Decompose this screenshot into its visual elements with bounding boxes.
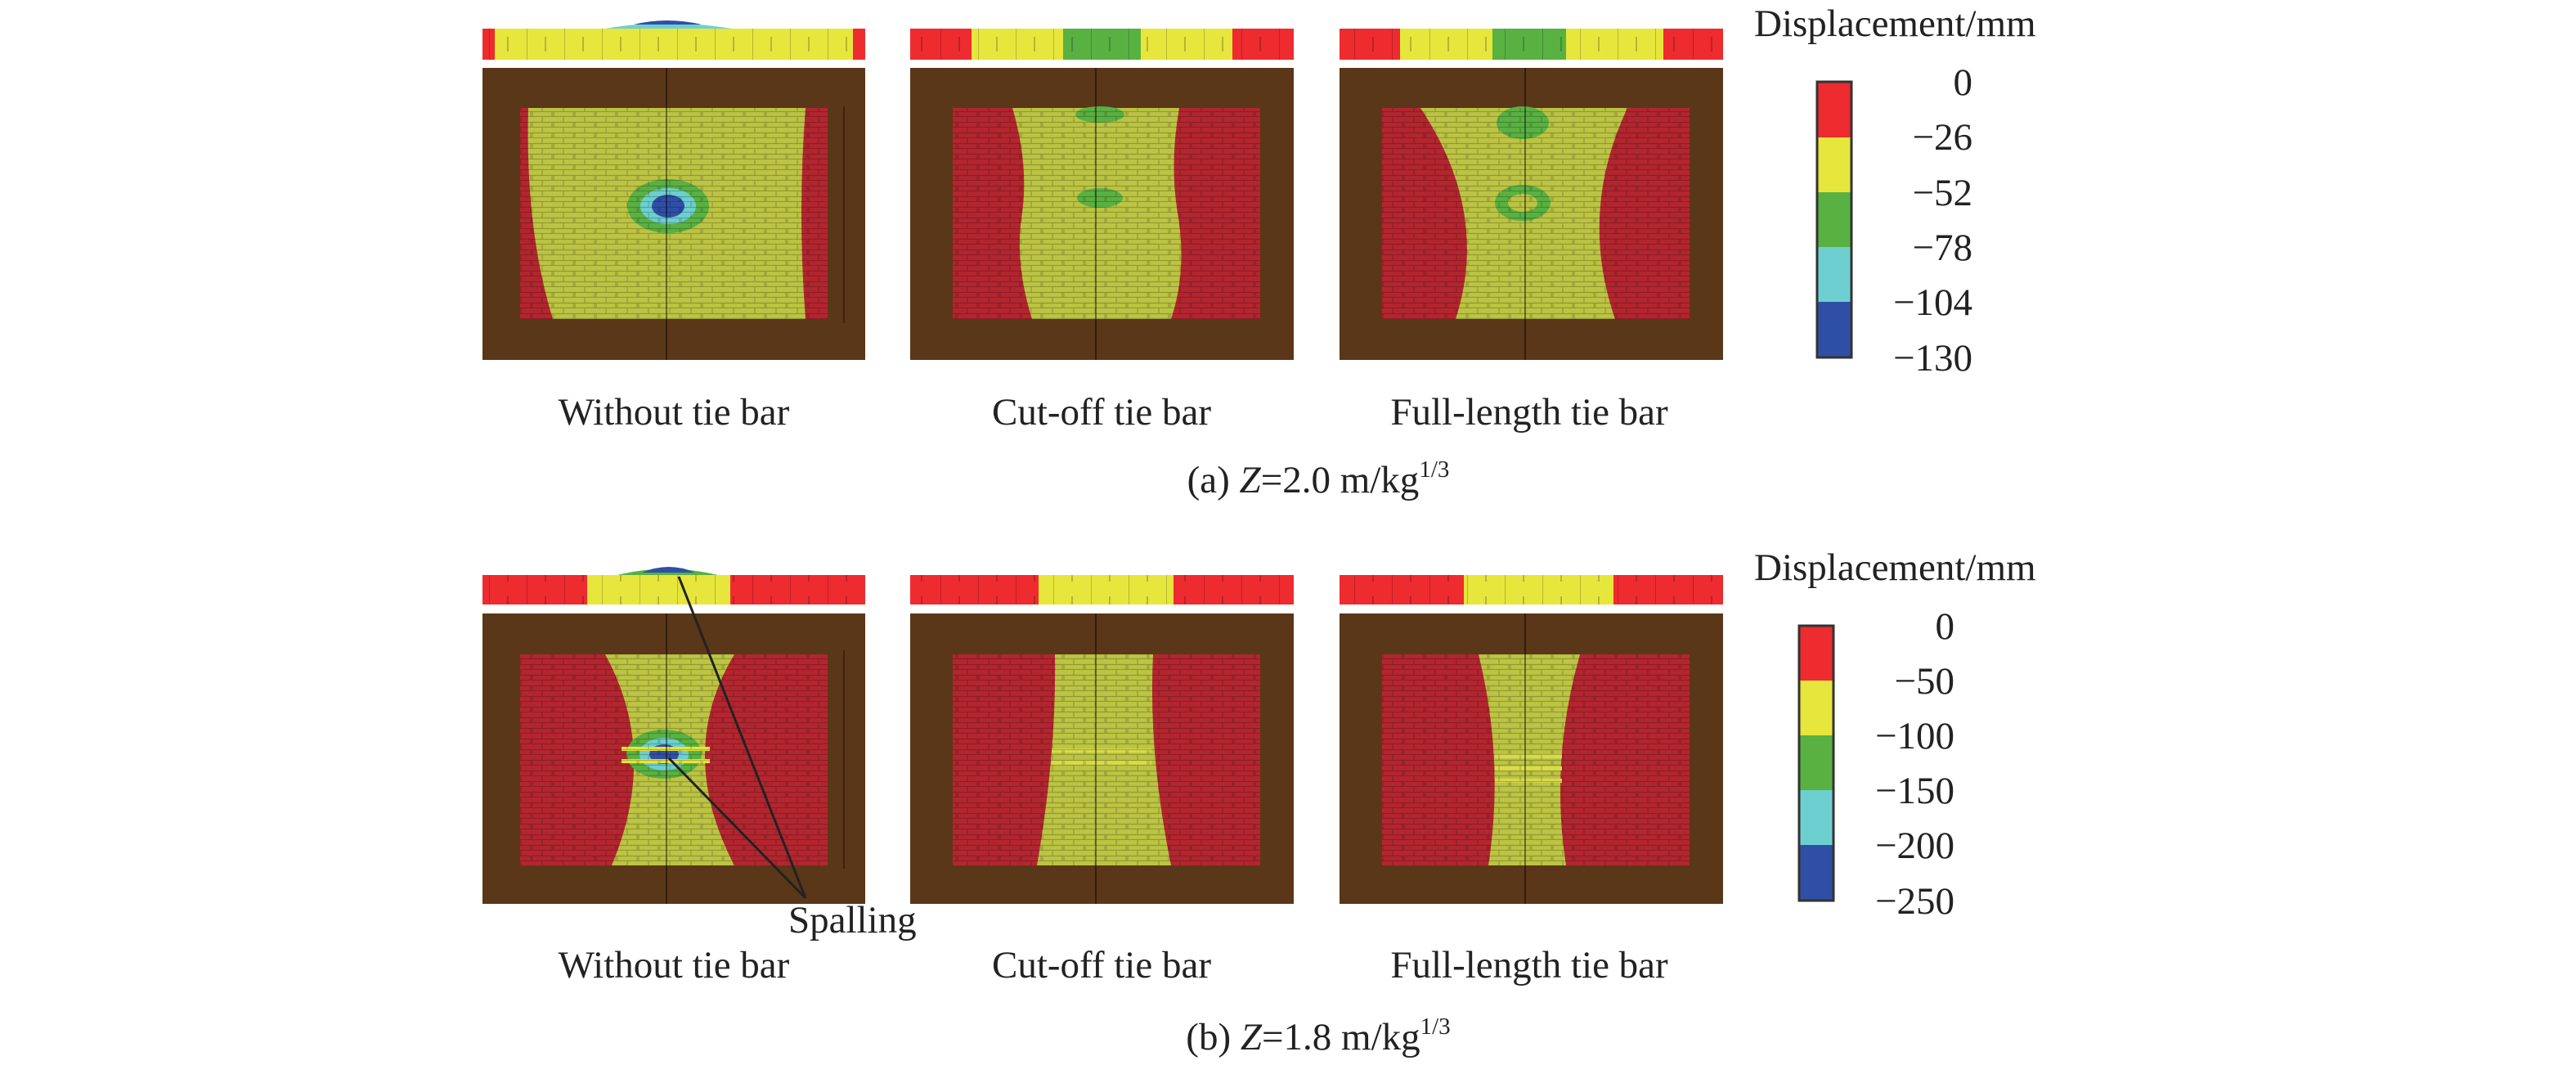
legend-tick: −104 <box>1893 281 1972 324</box>
top-view-strip <box>1340 29 1723 60</box>
top-view-strip <box>910 29 1294 60</box>
panel-b-legend: Displacement/mm 0 −50 −100 −150 −200 −25… <box>1754 546 2036 923</box>
legend-tick: −250 <box>1875 880 1954 923</box>
panel-b-caption: (b) Z=1.8 m/kg1/3 <box>1186 1013 1450 1058</box>
top-view-strip <box>1340 575 1723 604</box>
panel-b-case-without-tie-bar: Spalling Without tie bar <box>482 567 917 986</box>
front-view-wall <box>482 68 865 360</box>
legend-tick: −50 <box>1894 660 1954 703</box>
front-view-wall <box>910 68 1294 360</box>
legend-tick: −52 <box>1912 172 1972 214</box>
front-view-wall <box>910 613 1294 904</box>
colorbar <box>1815 80 1853 359</box>
front-view-wall <box>1340 613 1723 904</box>
case-label: Full-length tie bar <box>1390 944 1668 986</box>
spalling-label: Spalling <box>788 899 917 941</box>
front-view-wall <box>1340 68 1723 360</box>
panel-a-case-cut-off-tie-bar: Cut-off tie bar <box>910 29 1294 434</box>
legend-tick: −100 <box>1875 715 1954 757</box>
case-label: Without tie bar <box>559 391 790 434</box>
legend-tick: 0 <box>1936 605 1955 648</box>
legend-title: Displacement/mm <box>1754 2 2036 45</box>
panel-a-case-full-length-tie-bar: Full-length tie bar <box>1340 29 1723 434</box>
legend-tick: −150 <box>1875 770 1954 812</box>
legend-tick: −78 <box>1912 227 1972 269</box>
case-label: Without tie bar <box>559 944 790 986</box>
case-label: Full-length tie bar <box>1390 391 1668 434</box>
panel-a-case-without-tie-bar: Without tie bar <box>482 20 865 434</box>
panel-b: Spalling Without tie bar Cut-off tie bar <box>482 546 2036 1058</box>
legend-tick: −200 <box>1875 825 1954 867</box>
top-view-strip <box>910 575 1294 604</box>
colorbar <box>1797 624 1835 902</box>
panel-b-case-full-length-tie-bar: Full-length tie bar <box>1340 575 1723 986</box>
front-view-wall <box>482 613 865 904</box>
spalling-annotation: Spalling <box>667 576 917 941</box>
legend-title: Displacement/mm <box>1754 546 2036 589</box>
top-view-strip <box>482 567 865 604</box>
top-view-strip <box>482 20 865 60</box>
case-label: Cut-off tie bar <box>992 944 1211 986</box>
legend-tick: −26 <box>1912 116 1972 159</box>
panel-b-case-cut-off-tie-bar: Cut-off tie bar <box>910 575 1294 986</box>
panel-a-caption: (a) Z=2.0 m/kg1/3 <box>1187 456 1450 501</box>
panel-a: Without tie bar Cut-off tie bar <box>482 2 2036 501</box>
panel-a-legend: Displacement/mm 0 −26 −52 −78 −104 −130 <box>1754 2 2036 380</box>
case-label: Cut-off tie bar <box>992 391 1211 434</box>
legend-tick: 0 <box>1954 61 1973 104</box>
legend-tick: −130 <box>1893 337 1972 380</box>
